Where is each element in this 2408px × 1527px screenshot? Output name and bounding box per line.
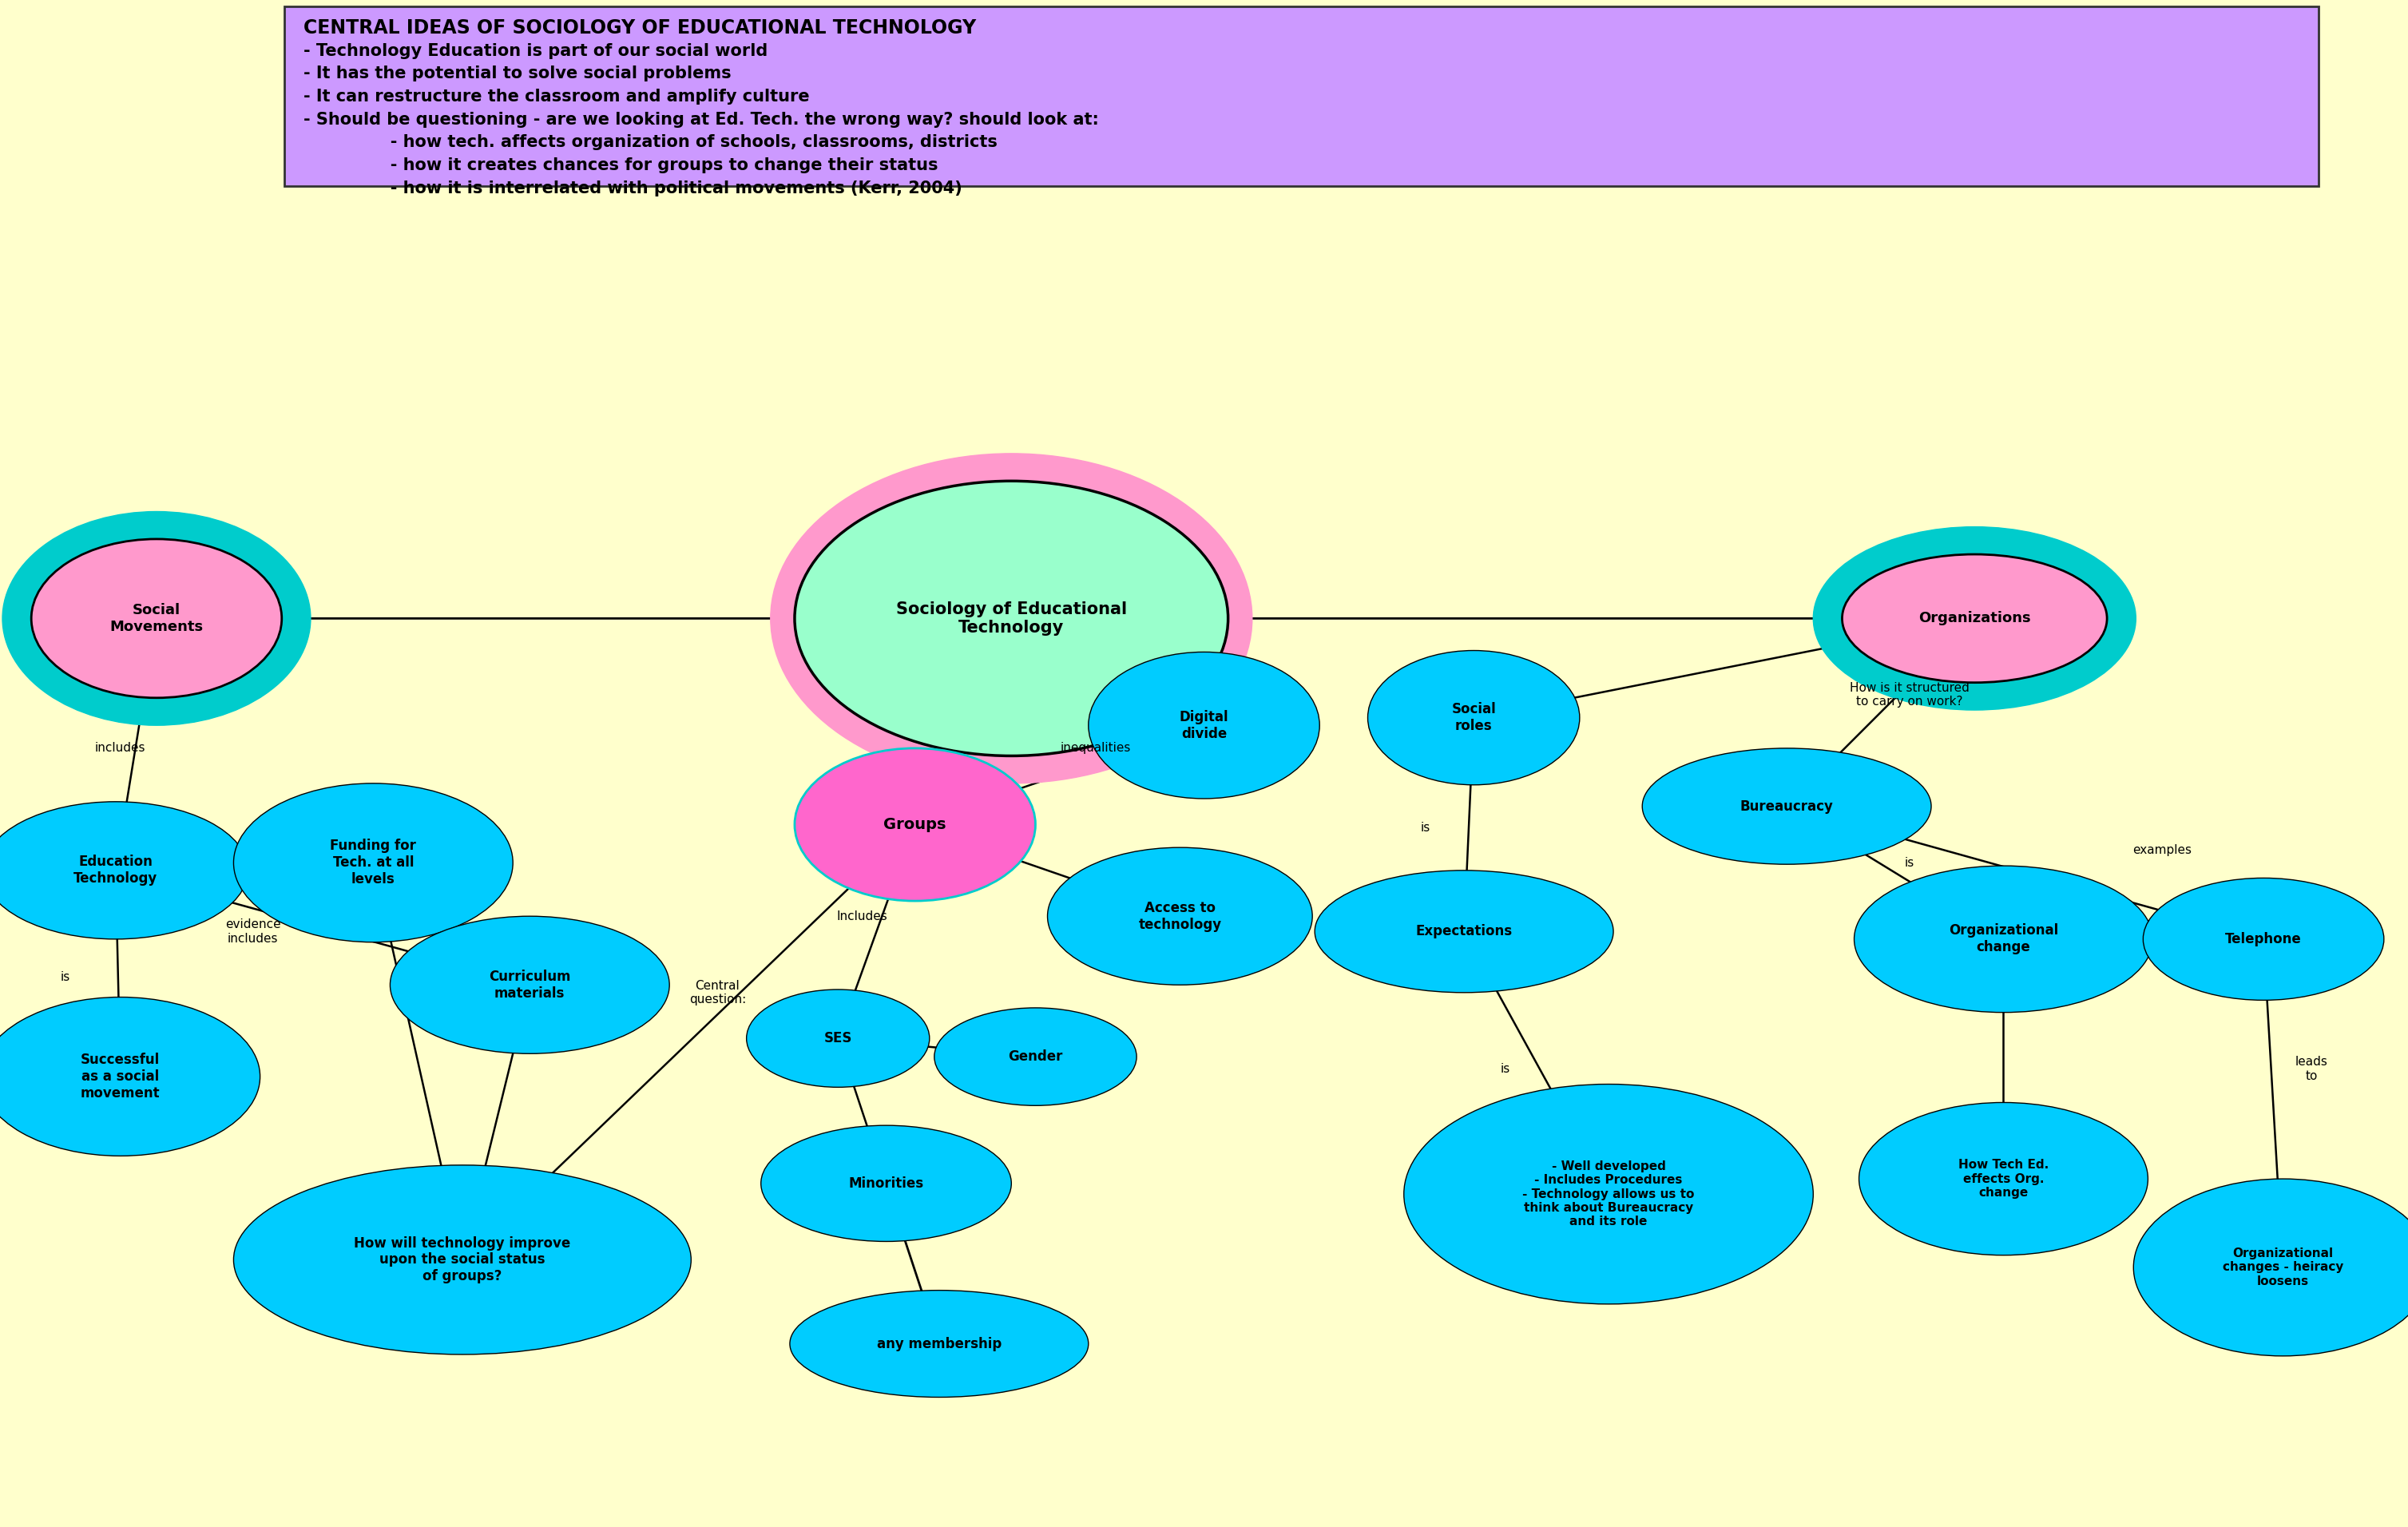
Ellipse shape — [2, 512, 311, 725]
Ellipse shape — [1859, 1102, 2148, 1255]
Text: - It can restructure the classroom and amplify culture: - It can restructure the classroom and a… — [303, 89, 809, 104]
Text: is: is — [60, 971, 70, 983]
Ellipse shape — [234, 1165, 691, 1354]
Text: Organizational
changes - heiracy
loosens: Organizational changes - heiracy loosens — [2223, 1248, 2343, 1287]
Text: is: is — [1500, 1063, 1510, 1075]
Ellipse shape — [934, 1008, 1137, 1106]
Text: any membership: any membership — [877, 1336, 1002, 1351]
Text: - how tech. affects organization of schools, classrooms, districts: - how tech. affects organization of scho… — [303, 134, 997, 150]
Ellipse shape — [795, 748, 1035, 901]
Ellipse shape — [1404, 1084, 1813, 1304]
Text: How Tech Ed.
effects Org.
change: How Tech Ed. effects Org. change — [1958, 1159, 2049, 1199]
Text: Successful
as a social
movement: Successful as a social movement — [79, 1052, 161, 1101]
Ellipse shape — [761, 1125, 1011, 1241]
Text: Bureaucracy: Bureaucracy — [1741, 799, 1832, 814]
Text: Access to
technology: Access to technology — [1139, 901, 1221, 931]
Text: - Technology Education is part of our social world: - Technology Education is part of our so… — [303, 43, 768, 58]
Text: Curriculum
materials: Curriculum materials — [489, 970, 571, 1000]
Ellipse shape — [1047, 847, 1312, 985]
Ellipse shape — [2133, 1179, 2408, 1356]
Ellipse shape — [2143, 878, 2384, 1000]
Text: is: is — [1905, 857, 1914, 869]
Ellipse shape — [1088, 652, 1320, 799]
Text: evidence
includes: evidence includes — [224, 919, 282, 944]
Text: How is it structured
to carry on work?: How is it structured to carry on work? — [1849, 683, 1970, 707]
Text: Education
Technology: Education Technology — [75, 855, 157, 886]
Ellipse shape — [1368, 651, 1580, 785]
Text: - how it creates chances for groups to change their status: - how it creates chances for groups to c… — [303, 157, 939, 173]
Ellipse shape — [234, 783, 513, 942]
Ellipse shape — [771, 454, 1252, 783]
Text: is: is — [1421, 822, 1430, 834]
Text: examples: examples — [2133, 844, 2191, 857]
Text: Groups: Groups — [884, 817, 946, 832]
Text: Social
Movements: Social Movements — [111, 603, 202, 634]
Text: Gender: Gender — [1009, 1049, 1062, 1064]
Ellipse shape — [31, 539, 282, 698]
Text: Telephone: Telephone — [2225, 931, 2302, 947]
Ellipse shape — [790, 1290, 1088, 1397]
Ellipse shape — [390, 916, 669, 1054]
Ellipse shape — [1642, 748, 1931, 864]
Text: CENTRAL IDEAS OF SOCIOLOGY OF EDUCATIONAL TECHNOLOGY: CENTRAL IDEAS OF SOCIOLOGY OF EDUCATIONA… — [303, 18, 975, 38]
Text: Expectations: Expectations — [1416, 924, 1512, 939]
Text: - Well developed
- Includes Procedures
- Technology allows us to
think about Bur: - Well developed - Includes Procedures -… — [1522, 1161, 1695, 1228]
Text: Organizational
change: Organizational change — [1948, 924, 2059, 954]
Text: inequalities: inequalities — [1060, 742, 1132, 754]
Text: Organizations: Organizations — [1919, 611, 2030, 626]
Ellipse shape — [1842, 554, 2107, 683]
Text: SES: SES — [824, 1031, 852, 1046]
Ellipse shape — [1813, 527, 2136, 710]
Text: How will technology improve
upon the social status
of groups?: How will technology improve upon the soc… — [354, 1235, 571, 1284]
Ellipse shape — [0, 997, 260, 1156]
Ellipse shape — [1854, 866, 2153, 1012]
Text: - how it is interrelated with political movements (Kerr, 2004): - how it is interrelated with political … — [303, 180, 963, 195]
Text: Digital
divide: Digital divide — [1180, 710, 1228, 741]
Ellipse shape — [0, 802, 248, 939]
Text: Social
roles: Social roles — [1452, 702, 1495, 733]
Text: leads
to: leads to — [2295, 1057, 2329, 1081]
FancyBboxPatch shape — [284, 6, 2319, 186]
Text: - Should be questioning - are we looking at Ed. Tech. the wrong way? should look: - Should be questioning - are we looking… — [303, 111, 1098, 127]
Text: Funding for
Tech. at all
levels: Funding for Tech. at all levels — [330, 838, 417, 887]
Text: Sociology of Educational
Technology: Sociology of Educational Technology — [896, 602, 1127, 635]
Text: Central
question:: Central question: — [689, 980, 746, 1005]
Text: - It has the potential to solve social problems: - It has the potential to solve social p… — [303, 66, 732, 81]
Text: includes: includes — [94, 742, 147, 754]
Ellipse shape — [795, 481, 1228, 756]
Text: Includes: Includes — [836, 910, 889, 922]
Text: Minorities: Minorities — [848, 1176, 925, 1191]
Ellipse shape — [746, 989, 929, 1087]
Ellipse shape — [1315, 870, 1613, 993]
